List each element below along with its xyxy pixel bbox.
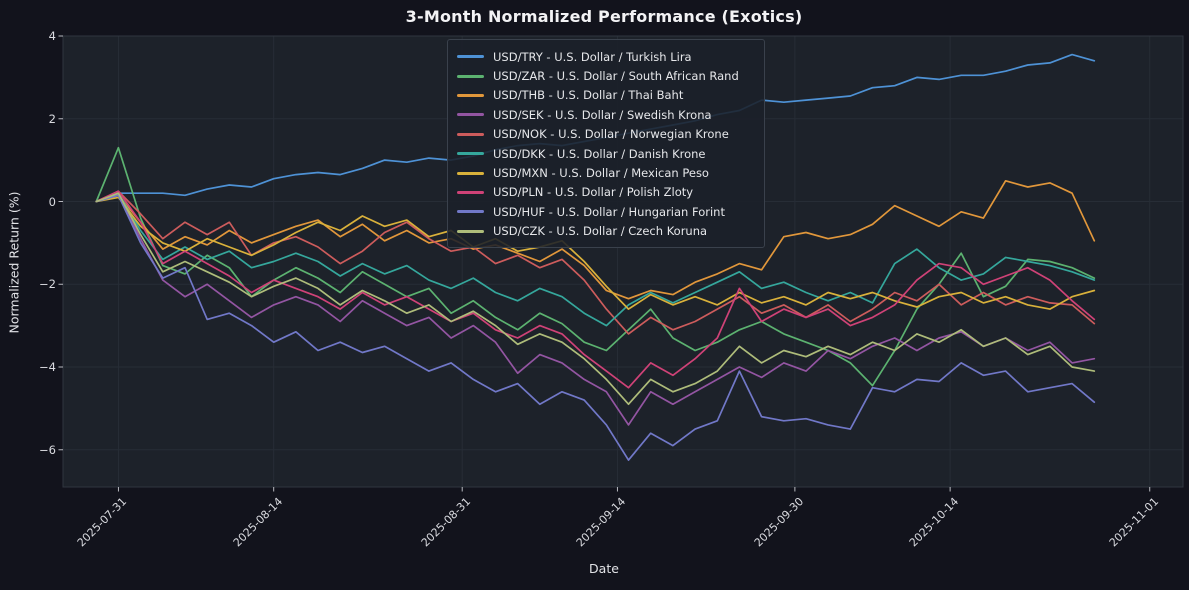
legend-swatch-icon <box>457 132 484 136</box>
legend-label: USD/PLN - U.S. Dollar / Polish Zloty <box>493 185 694 200</box>
y-tick-label: −2 <box>39 277 56 292</box>
chart-title: 3-Month Normalized Performance (Exotics) <box>405 7 803 26</box>
legend-label: USD/ZAR - U.S. Dollar / South African Ra… <box>493 69 739 84</box>
y-tick-label: −6 <box>39 442 56 457</box>
legend-item-usd-nok: USD/NOK - U.S. Dollar / Norwegian Krone <box>457 125 754 144</box>
x-axis-label: Date <box>589 561 619 576</box>
legend-item-usd-mxn: USD/MXN - U.S. Dollar / Mexican Peso <box>457 163 754 182</box>
y-tick-label: −4 <box>39 360 56 374</box>
legend-label: USD/NOK - U.S. Dollar / Norwegian Krone <box>493 127 729 142</box>
legend-item-usd-huf: USD/HUF - U.S. Dollar / Hungarian Forint <box>457 202 754 221</box>
series-line-usd-mxn <box>95 196 1096 310</box>
series-line-usd-huf <box>95 194 1096 461</box>
series-line-usd-czk <box>95 192 1096 406</box>
series-line-usd-thb <box>95 179 1096 300</box>
series-line-usd-pln <box>95 190 1096 389</box>
legend-swatch-icon <box>457 190 484 194</box>
legend-item-usd-try: USD/TRY - U.S. Dollar / Turkish Lira <box>457 47 754 66</box>
y-axis-label: Normalized Return (%) <box>6 191 22 334</box>
legend: USD/TRY - U.S. Dollar / Turkish Lira USD/… <box>447 39 765 248</box>
y-tick-label: 2 <box>48 111 56 126</box>
legend-swatch-icon <box>457 74 484 78</box>
legend-label: USD/HUF - U.S. Dollar / Hungarian Forint <box>493 204 725 219</box>
legend-label: USD/MXN - U.S. Dollar / Mexican Peso <box>493 166 709 181</box>
legend-swatch-icon <box>457 229 484 233</box>
legend-item-usd-dkk: USD/DKK - U.S. Dollar / Danish Krone <box>457 144 754 163</box>
series-line-usd-sek <box>95 192 1096 426</box>
legend-swatch-icon <box>457 113 484 117</box>
legend-item-usd-czk: USD/CZK - U.S. Dollar / Czech Koruna <box>457 222 754 241</box>
y-tick-label: 0 <box>48 194 56 209</box>
legend-item-usd-thb: USD/THB - U.S. Dollar / Thai Baht <box>457 86 754 105</box>
legend-item-usd-pln: USD/PLN - U.S. Dollar / Polish Zloty <box>457 183 754 202</box>
legend-item-usd-zar: USD/ZAR - U.S. Dollar / South African Ra… <box>457 66 754 85</box>
y-tick-label: 4 <box>48 29 56 43</box>
legend-label: USD/THB - U.S. Dollar / Thai Baht <box>493 88 684 103</box>
legend-item-usd-sek: USD/SEK - U.S. Dollar / Swedish Krona <box>457 105 754 124</box>
legend-swatch-icon <box>457 210 484 214</box>
legend-label: USD/CZK - U.S. Dollar / Czech Koruna <box>493 224 708 239</box>
legend-label: USD/DKK - U.S. Dollar / Danish Krone <box>493 146 706 161</box>
legend-swatch-icon <box>457 93 484 97</box>
series-line-usd-zar <box>95 146 1096 387</box>
legend-swatch-icon <box>457 171 484 175</box>
plot-border <box>62 35 1184 488</box>
legend-label: USD/TRY - U.S. Dollar / Turkish Lira <box>493 49 692 64</box>
legend-swatch-icon <box>457 55 484 59</box>
series-line-usd-dkk <box>95 192 1096 327</box>
legend-swatch-icon <box>457 152 484 156</box>
legend-label: USD/SEK - U.S. Dollar / Swedish Krona <box>493 107 712 122</box>
series-line-usd-nok <box>95 190 1096 335</box>
